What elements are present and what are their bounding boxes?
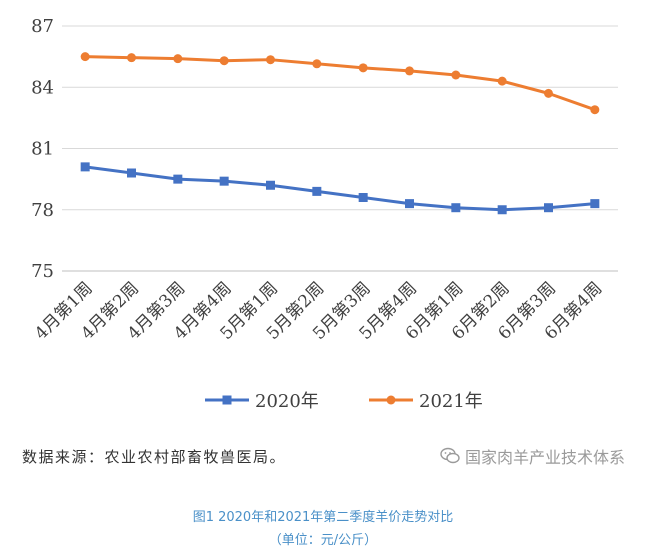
data-point [173, 54, 183, 64]
data-point [80, 52, 90, 62]
data-point [405, 66, 414, 76]
data-point [80, 162, 90, 172]
legend-label: 2021年 [419, 391, 483, 412]
data-point [127, 168, 136, 178]
data-point [590, 199, 600, 209]
y-tick-label: 87 [31, 16, 54, 37]
line-chart: 75 78 81 84 87 4月第1周4月第2周4月第3周4月第4周5月第1周5月第2… [31, 16, 618, 412]
data-point [451, 70, 461, 80]
legend-label: 2020年 [255, 391, 319, 412]
data-point [127, 53, 136, 63]
gridlines [62, 25, 618, 272]
y-tick-label: 75 [31, 261, 54, 282]
data-point [312, 59, 322, 69]
data-point [405, 199, 414, 209]
figure-unit: （单位：元/公斤） [268, 533, 378, 548]
series-line-2 [85, 55, 596, 112]
data-point [358, 193, 368, 202]
data-point [451, 203, 461, 213]
data-point [590, 105, 600, 115]
data-point [497, 76, 507, 86]
series-line-1 [84, 165, 595, 212]
data-point [312, 186, 322, 196]
data-point [544, 88, 553, 98]
y-axis: 75 78 81 84 87 [31, 16, 54, 282]
data-point [219, 56, 229, 66]
data-point [266, 180, 275, 190]
data-point [173, 174, 183, 184]
y-tick-label: 78 [31, 200, 54, 221]
figure-caption: 图1 2020年和2021年第二季度羊价走势对比 [192, 510, 454, 525]
data-point [544, 203, 553, 213]
watermark: 国家肉羊产业技术体系 [440, 444, 625, 468]
legend-marker [386, 395, 396, 405]
series-group [80, 52, 600, 215]
data-point [497, 205, 507, 215]
x-axis: 4月第1周4月第2周4月第3周4月第4周5月第1周5月第2周5月第3周5月第4周… [31, 278, 606, 344]
data-point [266, 55, 275, 65]
data-point [358, 63, 368, 73]
y-tick-label: 84 [31, 77, 54, 98]
watermark-text: 国家肉羊产业技术体系 [465, 448, 626, 467]
data-point [219, 176, 229, 186]
wechat-icon [440, 447, 460, 464]
source-note: 数据来源：农业农村部畜牧兽医局。 [22, 448, 287, 466]
legend-marker [222, 395, 232, 405]
legend: 2020年 2021年 [205, 391, 483, 412]
y-tick-label: 81 [31, 139, 54, 160]
